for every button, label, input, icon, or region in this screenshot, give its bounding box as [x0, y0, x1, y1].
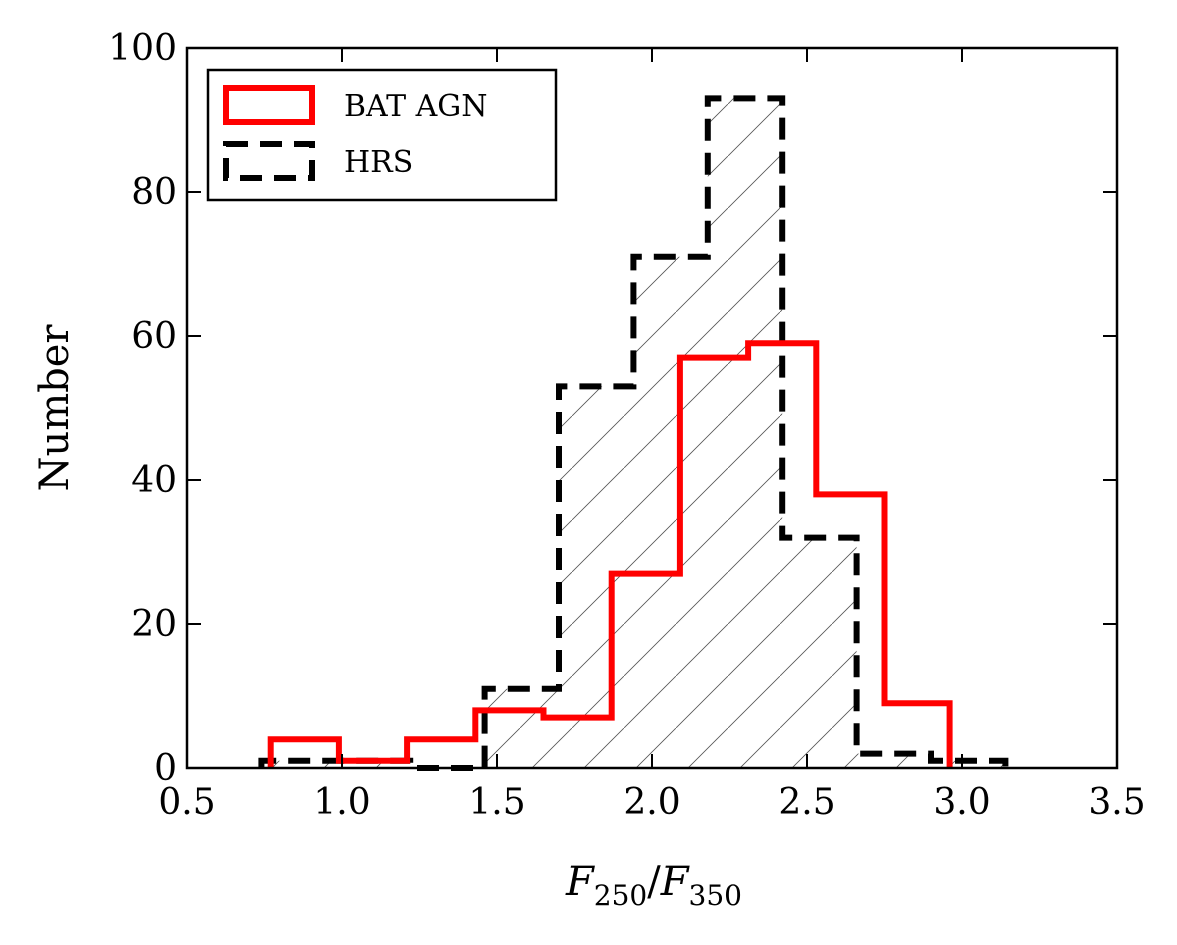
y-tick-label-4: 80 [131, 172, 177, 213]
x-tick-label-3: 2.0 [623, 782, 680, 823]
hrs-hatch-fill [261, 98, 1006, 768]
series-bat-agn-outline [267, 340, 953, 768]
x-label-base-1: F [565, 859, 595, 905]
legend-box [206, 68, 558, 202]
histogram-series [258, 95, 1009, 771]
legend-label-hrs: HRS [344, 145, 413, 180]
legend-swatch-hrs [223, 141, 315, 181]
y-tick-label-3: 60 [131, 316, 177, 357]
x-tick-label-2: 1.5 [468, 782, 525, 823]
y-axis-label: Number [32, 324, 78, 492]
x-axis-label: F250/F350 [565, 859, 742, 912]
x-tick-labels: 0.5 1.0 1.5 2.0 2.5 3.0 3.5 [158, 782, 1145, 823]
axis-ticks [186, 47, 1118, 769]
x-label-base-2: F [660, 859, 690, 905]
legend-label-bat-agn: BAT AGN [344, 89, 488, 124]
x-tick-label-4: 2.5 [778, 782, 835, 823]
y-tick-labels: 0 20 40 60 80 100 [108, 28, 177, 789]
hrs-hatch-area [261, 98, 1006, 768]
legend-swatch-bat-agn [223, 85, 315, 125]
x-label-sub-1: 250 [594, 879, 647, 912]
y-tick-label-2: 40 [131, 460, 177, 501]
x-label-sub-2: 350 [689, 879, 742, 912]
x-tick-label-1: 1.0 [313, 782, 370, 823]
series-hrs-outline [258, 95, 1009, 771]
y-tick-label-0: 0 [154, 748, 177, 789]
x-tick-label-5: 3.0 [933, 782, 990, 823]
legend: BAT AGN HRS [206, 68, 558, 202]
y-tick-label-1: 20 [131, 604, 177, 645]
y-tick-label-5: 100 [108, 28, 177, 69]
x-tick-label-6: 3.5 [1088, 782, 1145, 823]
x-tick-label-0: 0.5 [158, 782, 215, 823]
x-label-slash: / [647, 859, 661, 905]
